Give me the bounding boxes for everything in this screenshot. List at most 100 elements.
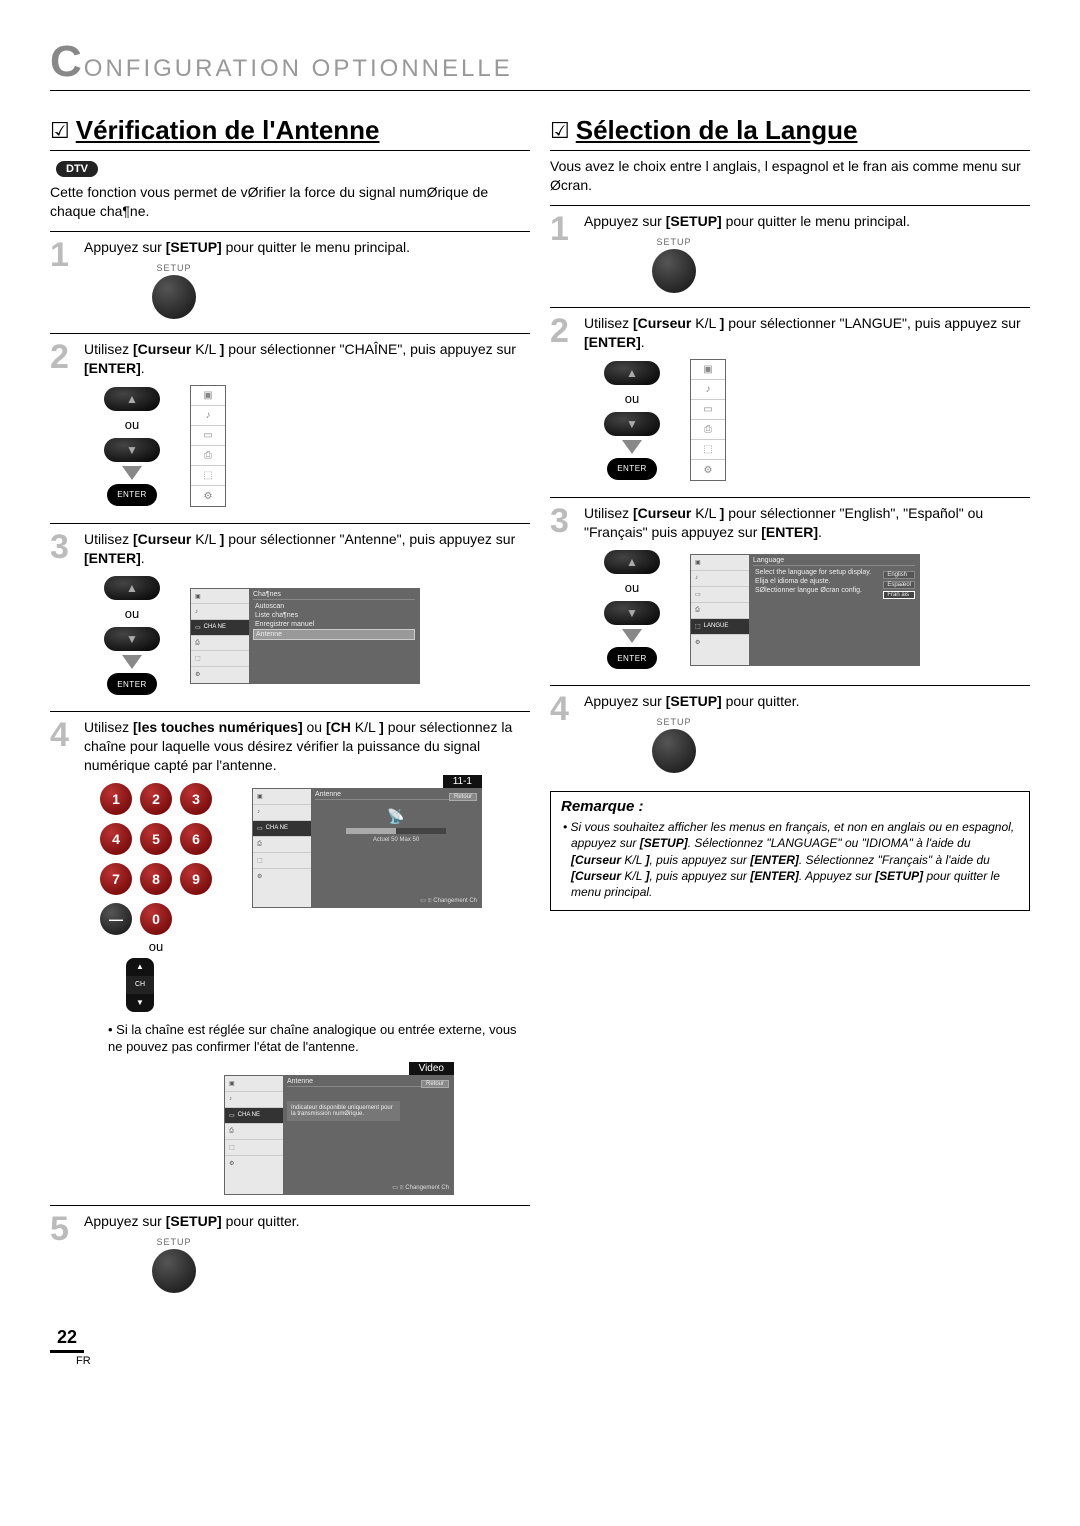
back-button[interactable]: Retour [449,793,477,801]
enter-button[interactable]: ENTER [607,647,657,669]
step-1: 1 Appuyez sur [SETUP] pour quitter le me… [50,231,530,323]
arrow-down-icon [122,466,142,480]
num-key-7[interactable]: 7 [100,863,132,895]
menu-screen-chaine: ▣♪ ▭ CHA NE ⎙⬚⚙ Cha¶nes Autoscan Liste c… [190,588,420,684]
cursor-arrows: ▲ ou ▼ ENTER [604,361,660,480]
video-badge: Video [409,1062,454,1075]
enter-button[interactable]: ENTER [107,673,157,695]
num-key-4[interactable]: 4 [100,823,132,855]
lang-opt-french: Fran ais [883,591,915,599]
setup-label: SETUP [124,263,224,273]
setup-button[interactable] [652,729,696,773]
fr-label: FR [76,1355,530,1367]
menu-screen-language: ▣♪▭⎙ ⬚ LANGUE ⚙ Language Select the lang… [690,554,920,666]
page-footer: 22 FR [50,1327,530,1367]
cursor-down-button[interactable]: ▼ [604,601,660,625]
step-r2: 2 Utilisez [Curseur K/L ] pour sélection… [550,307,1030,488]
menu-strip: ▣♪▭ ⎙⬚⚙ [190,385,226,507]
check-icon: ☑ [50,120,70,142]
lang-opt-spanish: Espaæol [883,581,915,589]
step-text: Appuyez sur [SETUP] pour quitter. [584,692,1030,711]
arrow-down-icon [122,655,142,669]
step-number: 4 [50,718,74,1194]
step-text: Appuyez sur [SETUP] pour quitter le menu… [584,212,1030,231]
cursor-down-button[interactable]: ▼ [104,627,160,651]
step-text: Appuyez sur [SETUP] pour quitter le menu… [84,238,530,257]
or-label: ou [100,939,212,954]
remarque-header: Remarque : [561,798,1019,815]
ch-rocker[interactable]: ▲ CH ▼ [126,958,154,1012]
cursor-up-button[interactable]: ▲ [104,387,160,411]
num-key-8[interactable]: 8 [140,863,172,895]
cursor-up-button[interactable]: ▲ [604,550,660,574]
section-title-text: Vérification de l'Antenne [76,115,380,146]
step-text: Utilisez [Curseur K/L ] pour sélectionne… [584,504,1030,542]
setup-button[interactable] [652,249,696,293]
arrow-down-icon [622,629,642,643]
step-3: 3 Utilisez [Curseur K/L ] pour sélection… [50,523,530,701]
or-label: ou [625,391,639,406]
sidebar-item-chaine: ▭ CHA NE [253,821,311,837]
num-key-0[interactable]: 0 [140,903,172,935]
step-r1: 1 Appuyez sur [SETUP] pour quitter le me… [550,205,1030,297]
step-text: Utilisez [les touches numériques] ou [CH… [84,718,530,775]
step-5: 5 Appuyez sur [SETUP] pour quitter. SETU… [50,1205,530,1297]
cursor-up-button[interactable]: ▲ [104,576,160,600]
step-number: 3 [50,530,74,701]
sidebar-item-chaine: ▭ CHA NE [191,620,249,636]
setup-label: SETUP [624,237,724,247]
remarque-text: • Si vous souhaitez afficher les menus e… [571,819,1019,900]
step-r4: 4 Appuyez sur [SETUP] pour quitter. SETU… [550,685,1030,777]
num-key-9[interactable]: 9 [180,863,212,895]
menu-row-highlighted: Antenne [253,629,415,640]
menu-screen-antenna-analog: ▣♪ ▭ CHA NE ⎙⬚⚙ Antenne Retour Indicateu… [224,1075,454,1195]
or-label: ou [125,417,139,432]
cursor-up-button[interactable]: ▲ [604,361,660,385]
num-key-2[interactable]: 2 [140,783,172,815]
num-key-3[interactable]: 3 [180,783,212,815]
section-title-langue: ☑ Sélection de la Langue [550,115,1030,151]
step-number: 2 [50,340,74,514]
cursor-down-button[interactable]: ▼ [604,412,660,436]
dtv-badge: DTV [56,161,98,177]
two-column-layout: ☑ Vérification de l'Antenne DTV Cette fo… [50,101,1030,1367]
setup-button[interactable] [152,275,196,319]
menu-screen-antenna: ▣♪ ▭ CHA NE ⎙⬚⚙ Antenne Retour 📡 [252,788,482,908]
number-pad: 1 2 3 4 5 6 7 8 9 — 0 [100,783,212,935]
menu-header: Language [753,557,915,566]
cursor-arrows: ▲ ou ▼ ENTER [104,387,160,506]
num-key-6[interactable]: 6 [180,823,212,855]
note-bullet: Si la chaîne est réglée sur chaîne analo… [108,1022,522,1056]
menu-row: Autoscan [253,602,415,611]
header-big-c: C [50,40,82,84]
menu-footer: ▭ ⦙⦙⦙ Changement Ch [420,897,477,905]
intro-text: Cette fonction vous permet de vØrifier l… [50,183,530,221]
num-key-dash[interactable]: — [100,903,132,935]
enter-button[interactable]: ENTER [607,458,657,480]
cursor-arrows: ▲ ou ▼ ENTER [604,550,660,669]
setup-label: SETUP [124,1237,224,1247]
setup-button[interactable] [152,1249,196,1293]
left-column: ☑ Vérification de l'Antenne DTV Cette fo… [50,101,530,1367]
cursor-down-button[interactable]: ▼ [104,438,160,462]
step-number: 3 [550,504,574,675]
step-4: 4 Utilisez [les touches numériques] ou [… [50,711,530,1194]
check-icon: ☑ [550,120,570,142]
arrow-down-icon [622,440,642,454]
step-text: Utilisez [Curseur K/L ] pour sélectionne… [84,530,530,568]
step-text: Appuyez sur [SETUP] pour quitter. [84,1212,530,1231]
num-key-1[interactable]: 1 [100,783,132,815]
step-r3: 3 Utilisez [Curseur K/L ] pour sélection… [550,497,1030,675]
page-number: 22 [50,1327,84,1353]
step-number: 2 [550,314,574,488]
num-key-5[interactable]: 5 [140,823,172,855]
step-number: 5 [50,1212,74,1297]
page-header: C ONFIGURATION OPTIONNELLE [50,40,1030,91]
analog-message: Indicateur disponible uniquement pour la… [287,1101,400,1121]
sidebar-item-langue: ⬚ LANGUE [691,619,749,635]
enter-button[interactable]: ENTER [107,484,157,506]
lang-opt-english: English [883,571,915,579]
menu-header: Cha¶nes [253,591,415,600]
back-button[interactable]: Retour [421,1080,449,1088]
setup-label: SETUP [624,717,724,727]
